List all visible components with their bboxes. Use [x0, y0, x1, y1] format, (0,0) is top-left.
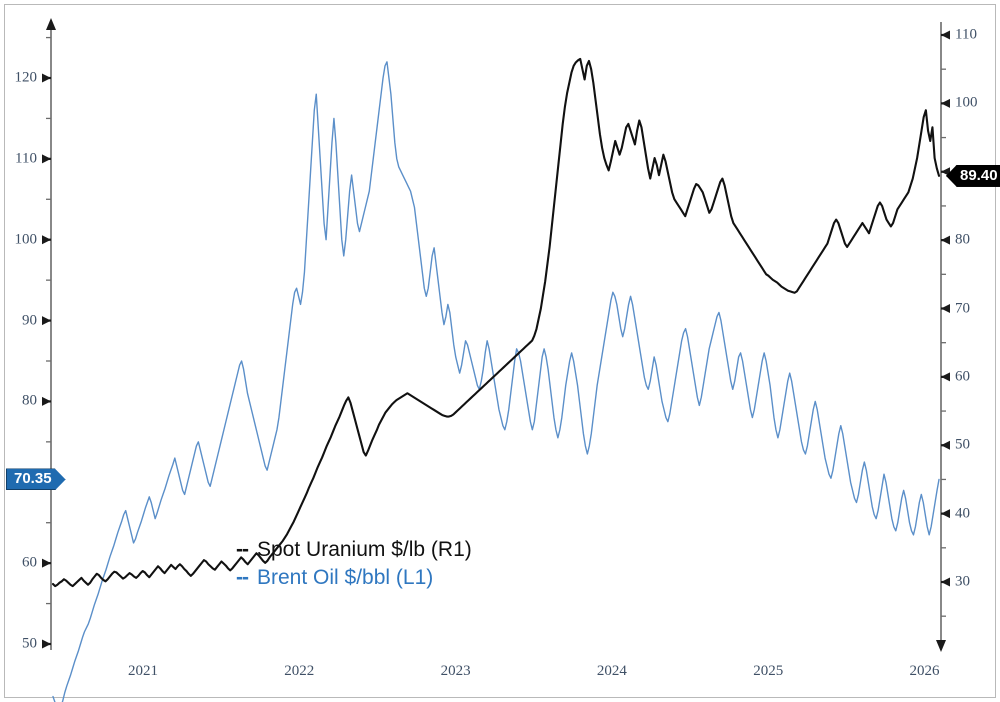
axis-tick-label-l1-110: 110 [15, 150, 37, 167]
x-axis-label-2025: 2025 [753, 663, 784, 679]
legend-item-spot-uranium[interactable]: -- Spot Uranium $/lb (R1) [236, 538, 472, 562]
chart-border [4, 4, 996, 698]
axis-tick-label-r1-70: 70 [955, 300, 970, 316]
x-axis-label-2024: 2024 [596, 663, 627, 679]
axis-tick-label-l1-100: 100 [14, 231, 38, 248]
axis-tick-label-l1-80: 80 [22, 392, 37, 409]
legend-dash-icon-uranium: -- [236, 538, 249, 561]
series-line-brent-oil [52, 61, 940, 702]
axis-tick-label-l1-90: 90 [22, 312, 37, 329]
right-axis-ticks [941, 30, 950, 617]
left-axis-ticks [42, 36, 51, 649]
axis-tick-label-r1-50: 50 [955, 436, 970, 453]
axis-tick-label-r1-30: 30 [955, 573, 970, 590]
x-axis-label-2022: 2022 [284, 663, 315, 679]
series-line-spot-uranium [51, 57, 941, 588]
axis-tick-label-r1-80: 80 [955, 231, 970, 248]
legend-label-brent: Brent Oil $/bbl (L1) [257, 566, 434, 589]
axis-tick-label-l1-60: 60 [22, 554, 37, 571]
x-axis-label-2021: 2021 [128, 663, 158, 679]
x-axis-label-2026: 2026 [909, 663, 940, 679]
axis-tick-label-l1-120: 120 [14, 69, 38, 86]
last-value-badge-spot-uranium: 89.40 [946, 164, 1000, 187]
axis-tick-label-r1-40: 40 [955, 505, 970, 522]
legend-dash-icon-brent: -- [236, 566, 249, 589]
x-axis-label-2023: 2023 [440, 663, 471, 679]
last-value-badge-brent-oil: 70.35 [6, 468, 66, 491]
axis-tick-label-r1-60: 60 [955, 368, 970, 385]
legend-item-brent-oil[interactable]: -- Brent Oil $/bbl (L1) [236, 566, 433, 590]
axis-tick-label-r1-110: 110 [955, 26, 977, 43]
axis-tick-label-r1-100: 100 [955, 94, 978, 111]
axis-lines [46, 18, 946, 652]
legend-label-uranium: Spot Uranium $/lb (R1) [257, 538, 472, 561]
axis-tick-label-l1-50: 50 [22, 635, 37, 652]
